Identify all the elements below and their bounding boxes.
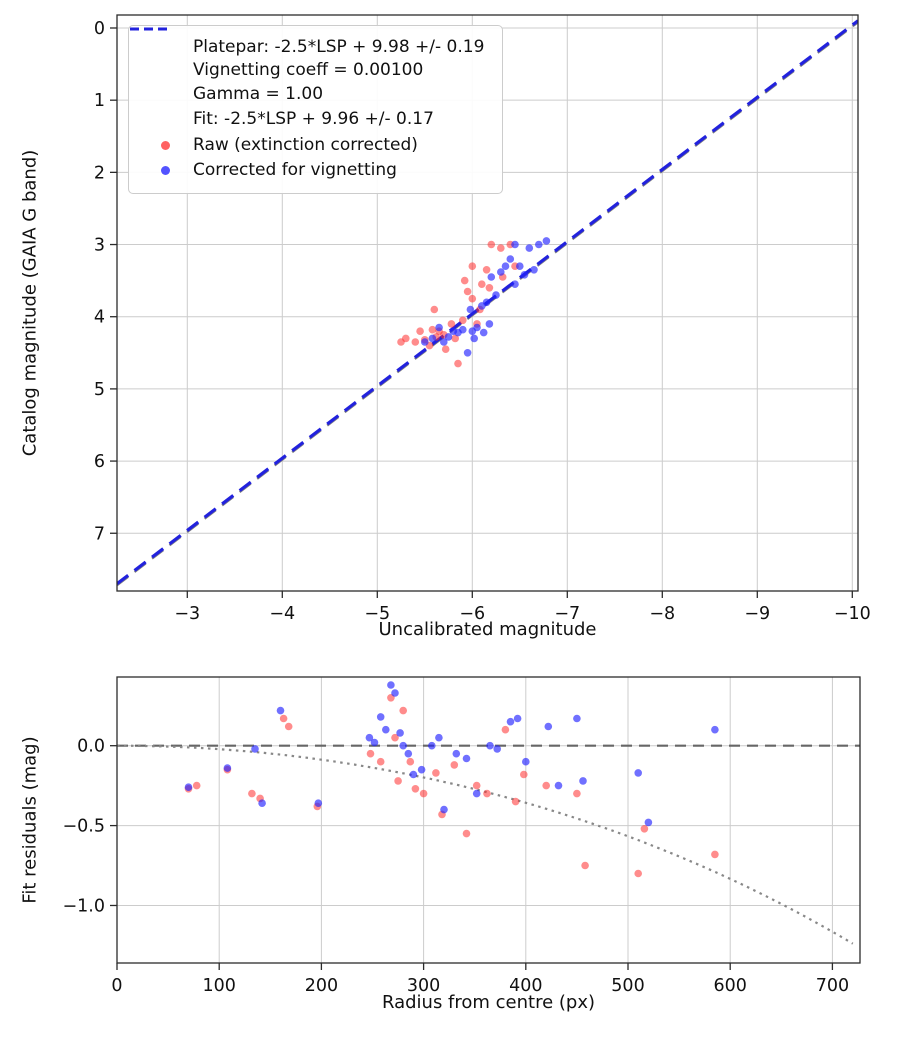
top-plot-y-tick-label: 5 <box>94 380 105 400</box>
top-plot-tick-marks <box>110 27 853 598</box>
legend: Platepar: -2.5*LSP + 9.98 +/- 0.19 Vigne… <box>128 25 504 194</box>
legend-entry-3: Corrected for vignetting <box>137 159 484 182</box>
top-plot-y-tick-label: 1 <box>94 91 105 111</box>
top-plot-x-tick-label: −5 <box>364 604 390 624</box>
top-xlabel: Uncalibrated magnitude <box>378 619 597 640</box>
top-plot-x-tick-label: −4 <box>269 604 295 624</box>
top-plot-y-tick-label: 4 <box>94 308 105 328</box>
bottom-plot-x-tick-label: 0 <box>111 976 122 996</box>
bottom-plot-x-tick-label: 500 <box>611 976 644 996</box>
top-plot-x-tick-label: −8 <box>649 604 675 624</box>
bottom-plot-x-tick-label: 300 <box>407 976 440 996</box>
top-plot-tick-labels: −3 −4 −5 −6 −7 −8 −9 −10 0 1 2 3 4 5 6 7 <box>94 19 871 624</box>
dot-sample-icon <box>137 141 193 151</box>
bottom-xlabel: Radius from centre (px) <box>381 992 596 1013</box>
corrected-points <box>421 237 551 357</box>
top-plot-y-tick-label: 6 <box>94 452 105 472</box>
top-plot-x-tick-label: −10 <box>834 604 871 624</box>
legend-label: Corrected for vignetting <box>193 160 397 181</box>
bottom-plot-tick-labels: 0 100 200 300 400 500 600 700 0.0 −0.5 −1.0 <box>63 737 850 996</box>
bottom-plot-tick-marks <box>110 745 834 970</box>
dot-sample-icon <box>137 166 193 176</box>
legend-entry-1: Fit: -2.5*LSP + 9.96 +/- 0.17 <box>130 27 484 131</box>
bottom-plot-x-tick-label: 400 <box>509 976 542 996</box>
bottom-ylabel: Fit residuals (mag) <box>19 736 41 904</box>
legend-entry-2: Raw (extinction corrected) <box>137 134 484 157</box>
top-plot-spines <box>116 14 859 592</box>
top-plot-x-tick-label: −6 <box>459 604 485 624</box>
legend-label: Fit: -2.5*LSP + 9.96 +/- 0.17 <box>193 109 434 130</box>
bottom-plot-gridlines <box>116 677 860 963</box>
top-plot-y-tick-label: 7 <box>94 524 105 544</box>
top-plot-y-tick-label: 3 <box>94 236 105 256</box>
legend-label: Raw (extinction corrected) <box>193 134 418 155</box>
top-plot-y-tick-label: 2 <box>94 163 105 183</box>
vignetting-curve <box>117 744 854 945</box>
bottom-plot-y-tick-label: 0.0 <box>77 737 105 757</box>
bottom-plot-y-tick-label: −1.0 <box>63 896 106 916</box>
bottom-plot-x-tick-label: 200 <box>305 976 338 996</box>
top-plot: −3 −4 −5 −6 −7 −8 −9 −10 0 1 2 3 4 5 6 7 <box>94 14 871 624</box>
top-plot-y-tick-label: 0 <box>94 19 105 39</box>
top-plot-x-tick-label: −9 <box>744 604 770 624</box>
top-ylabel: Catalog magnitude (GAIA G band) <box>19 149 41 457</box>
residual-corrected-points <box>184 681 719 827</box>
bottom-plot-x-tick-label: 700 <box>816 976 849 996</box>
residual-raw-points <box>184 694 719 878</box>
bottom-plot: 0 100 200 300 400 500 600 700 0.0 −0.5 −1.0 <box>63 676 861 996</box>
top-plot-x-tick-label: −3 <box>174 604 200 624</box>
bottom-plot-spines <box>116 676 861 964</box>
legend-entry-0: Platepar: -2.5*LSP + 9.98 +/- 0.19 Vigne… <box>130 27 485 106</box>
bottom-plot-x-tick-label: 600 <box>714 976 747 996</box>
bottom-plot-x-tick-label: 100 <box>202 976 235 996</box>
legend-label: Platepar: -2.5*LSP + 9.98 +/- 0.19 Vigne… <box>193 37 485 104</box>
raw-points <box>397 240 519 368</box>
bottom-plot-y-tick-label: −0.5 <box>63 817 106 837</box>
top-plot-x-tick-label: −7 <box>554 604 580 624</box>
